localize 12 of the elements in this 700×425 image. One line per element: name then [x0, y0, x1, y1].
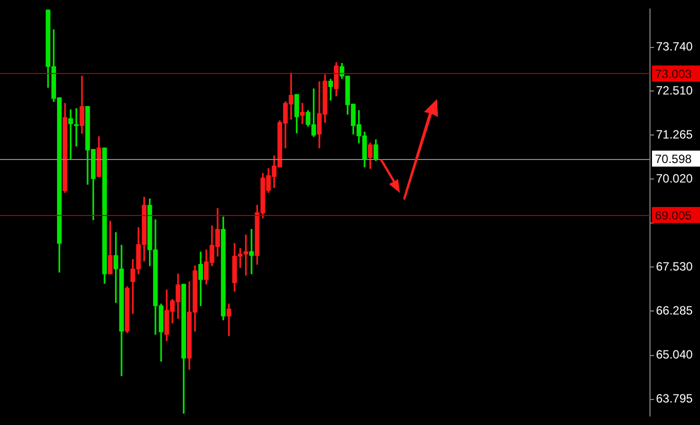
candlestick: [249, 228, 254, 274]
ref-line-label: 73.003: [655, 66, 692, 81]
y-tick-label: 67.530: [656, 259, 694, 274]
y-tick-label: 63.795: [656, 392, 694, 406]
y-tick-label: 72.510: [656, 83, 694, 98]
y-tick-label: 73.740: [656, 40, 694, 54]
y-tick-label: 70.020: [656, 171, 694, 186]
y-tick-label: 66.285: [656, 304, 694, 318]
y-tick-label: 65.040: [656, 348, 694, 362]
y-tick-label: 71.265: [656, 127, 694, 142]
ref-line-label: 69.005: [655, 208, 692, 222]
ref-line-label: 70.598: [655, 152, 692, 166]
